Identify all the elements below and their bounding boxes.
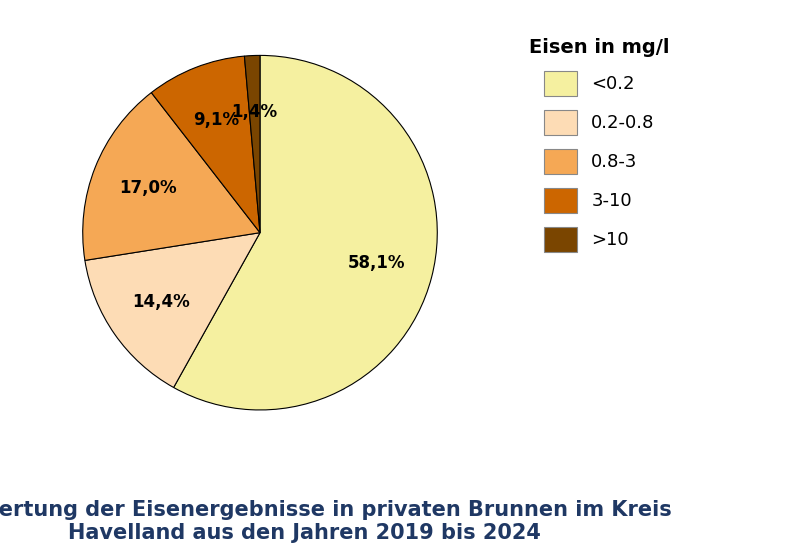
Legend: <0.2, 0.2-0.8, 0.8-3, 3-10, >10: <0.2, 0.2-0.8, 0.8-3, 3-10, >10 [520,29,678,261]
Text: 9,1%: 9,1% [193,111,239,130]
Text: Auswertung der Eisenergebnisse in privaten Brunnen im Kreis
Havelland aus den Ja: Auswertung der Eisenergebnisse in privat… [0,500,672,543]
Wedge shape [174,55,438,410]
Wedge shape [82,93,260,260]
Wedge shape [151,56,260,233]
Text: 58,1%: 58,1% [348,254,406,272]
Text: 1,4%: 1,4% [232,103,278,121]
Wedge shape [85,233,260,387]
Text: 14,4%: 14,4% [132,293,190,311]
Text: 17,0%: 17,0% [119,179,177,197]
Wedge shape [245,55,260,233]
